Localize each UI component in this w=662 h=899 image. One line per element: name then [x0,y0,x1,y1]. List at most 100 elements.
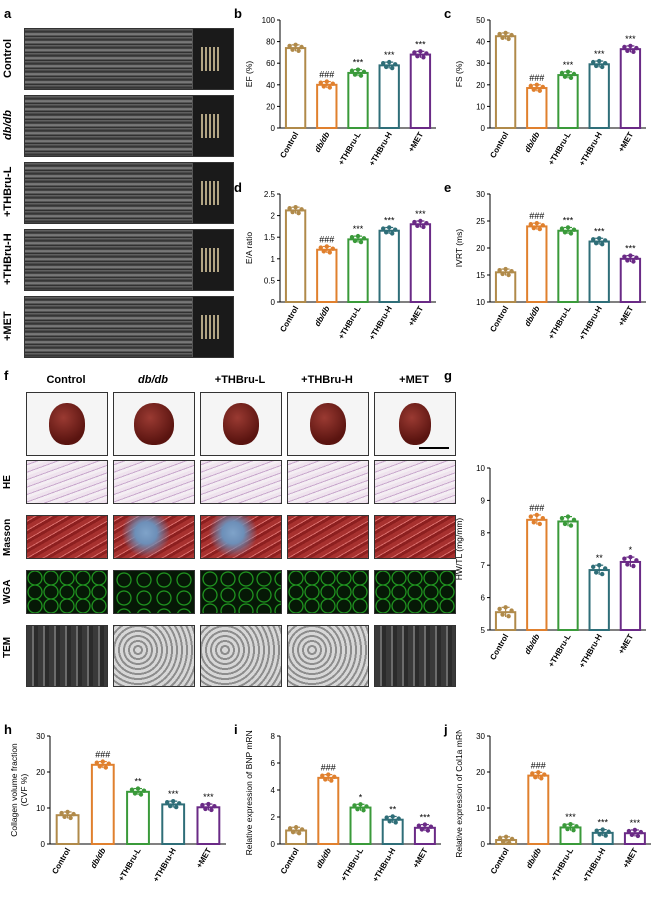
data-point [568,523,574,528]
bar [284,209,307,303]
bar [527,774,550,845]
y-tick-label: 20 [476,768,485,777]
data-point [506,272,511,278]
data-point [625,258,630,263]
y-tick-label: 15 [476,271,485,280]
hist-header-thbru-h: +THBru-H [301,374,353,386]
x-category-label: +THBru-L [339,846,365,882]
bar [347,71,369,129]
bar [196,806,221,845]
tem-image [200,625,282,687]
data-point [97,764,103,769]
significance-label: *** [625,244,636,254]
data-point [296,48,301,53]
data-point [387,225,392,230]
y-tick-label: 7 [481,561,486,570]
y-tick-label: 2.5 [264,190,276,199]
data-point [597,58,602,64]
data-point [629,832,635,838]
y-tick-label: 0 [271,298,276,307]
data-point [509,32,514,38]
echo-label-thbru-l: +THBru-L [2,166,14,218]
y-axis-label: Relative expression of BNP mRNA [244,730,254,855]
data-point [299,44,304,50]
data-point [594,240,599,246]
echo-image-thbru-h [24,229,234,291]
heart-photo [26,392,108,456]
data-point [418,49,423,54]
data-point [539,776,544,781]
y-tick-label: 0 [271,840,276,849]
data-point [626,828,632,834]
data-point [540,223,545,228]
echo-label-control: Control [2,38,14,78]
y-tick-label: 0 [41,840,46,849]
bnp-bar-chart: 0 2 4 6 8 Relative expression of BNP mRNA Cont… [244,730,441,884]
data-point [591,564,596,570]
data-point [565,225,571,230]
x-category-label: +THBru-H [581,846,608,883]
x-category-label: Control [488,131,510,160]
y-axis-label: EF (%) [244,61,254,88]
x-category-label: +MET [617,304,636,327]
row-label-wga: WGA [2,579,13,605]
data-point [631,563,636,569]
data-point [358,73,364,78]
x-category-label: Control [489,847,511,876]
y-tick-label: 6 [481,594,486,603]
data-point [603,566,608,571]
data-point [500,612,505,617]
data-point [528,514,533,519]
hist-header-thbru-l: +THBru-L [214,374,266,386]
row-label-masson: Masson [2,518,13,556]
bar [381,818,404,845]
data-point [559,226,565,231]
data-point [591,59,596,65]
data-point [606,829,611,834]
heart-photo [287,392,369,456]
data-point [100,759,106,764]
panel-label-b: b [234,6,242,21]
data-point [174,804,179,810]
data-point [631,259,636,264]
data-point [421,55,426,60]
data-point [390,814,395,819]
data-point [293,42,298,48]
hist-header-met: +MET [399,374,429,386]
data-point [506,36,511,42]
x-category-label: db/db [314,846,333,869]
data-point [396,816,401,821]
bar [619,257,642,304]
significance-label: *** [384,50,395,60]
data-point [296,831,302,836]
x-category-label: +THBru-H [367,304,394,341]
y-tick-label: 10 [476,102,485,111]
significance-label: ** [389,804,397,814]
data-point [540,84,545,90]
significance-label: *** [168,789,179,799]
y-axis-label: FS (%) [454,61,464,88]
data-point [103,765,109,770]
data-point [603,833,608,838]
bar [557,229,579,303]
significance-label: ### [529,503,544,513]
data-point [381,61,386,66]
hist-header-dbdb: db/db [138,374,168,386]
y-tick-label: 80 [266,38,275,47]
x-category-label: +THBru-L [337,304,363,340]
bar [317,776,340,845]
y-tick-label: 30 [476,190,485,199]
data-point [329,778,334,783]
hist-header-control: Control [46,374,86,386]
y-tick-label: 20 [266,102,275,111]
bar [588,63,610,129]
data-point [200,802,205,808]
echo-image-dbdb [24,95,234,157]
data-point [321,249,326,254]
echo-image-met [24,296,234,358]
bar [619,48,642,129]
data-point [299,827,305,832]
data-point [622,556,627,561]
significance-label: ### [529,73,544,83]
y-tick-label: 30 [36,732,45,741]
